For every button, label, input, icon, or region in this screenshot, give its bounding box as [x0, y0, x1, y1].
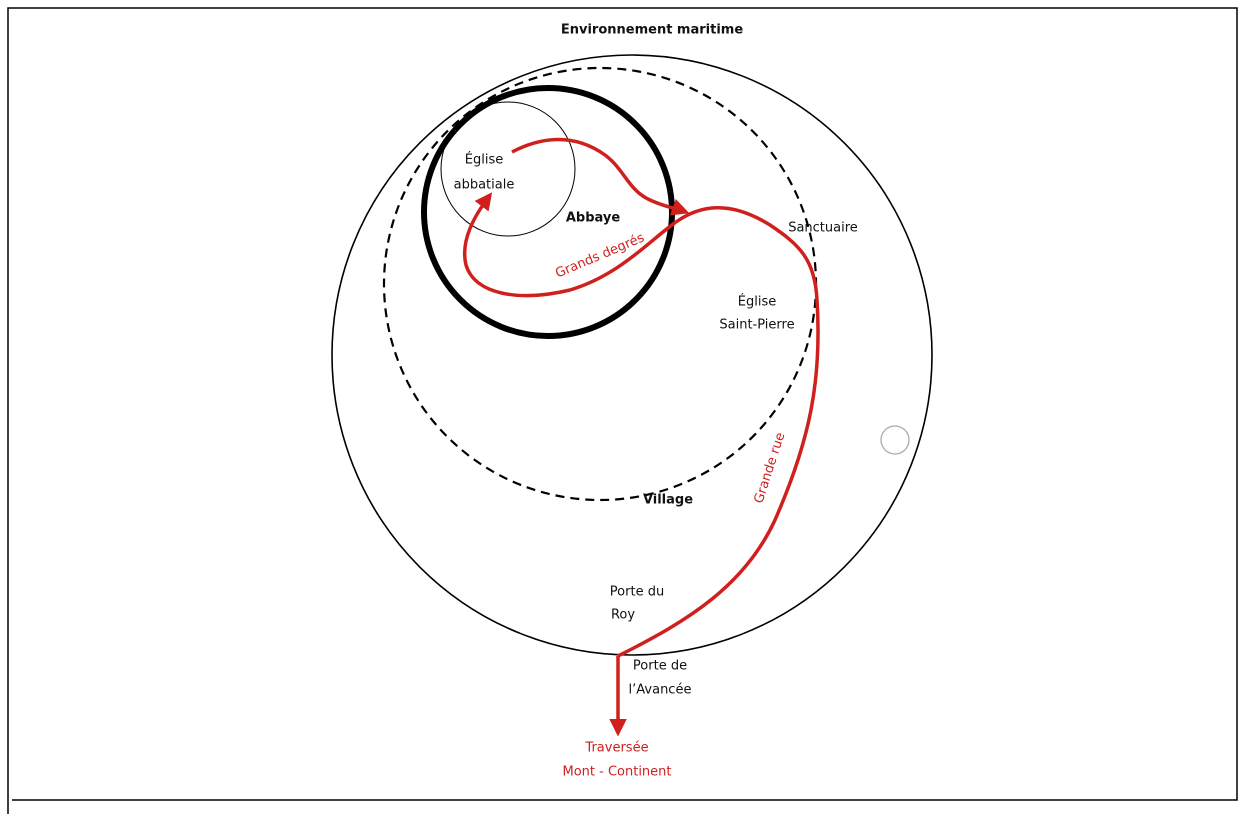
label: l’Avancée — [629, 683, 692, 698]
label: Église — [465, 152, 503, 168]
label: Église — [738, 294, 776, 310]
label: abbatiale — [454, 178, 515, 193]
village-circle — [331, 54, 933, 656]
label: Roy — [611, 608, 635, 623]
small-circle — [880, 425, 910, 455]
grands-degres-path — [462, 192, 677, 298]
label: Traversée — [584, 741, 648, 756]
eglise-circle — [440, 101, 576, 237]
abbaye-circle — [421, 85, 675, 339]
title: Environnement maritime — [561, 23, 743, 38]
label: Village — [643, 493, 693, 508]
label: Saint-Pierre — [719, 318, 794, 333]
label: Porte du — [610, 585, 664, 600]
label: Mont - Continent — [562, 765, 671, 780]
route-label: Grande rue — [751, 431, 788, 506]
label: Abbaye — [566, 211, 621, 226]
route-top — [511, 137, 690, 216]
grande-rue-path — [617, 206, 820, 658]
frame — [7, 7, 1238, 814]
label: Porte de — [633, 659, 687, 674]
label: Sanctuaire — [788, 221, 858, 236]
